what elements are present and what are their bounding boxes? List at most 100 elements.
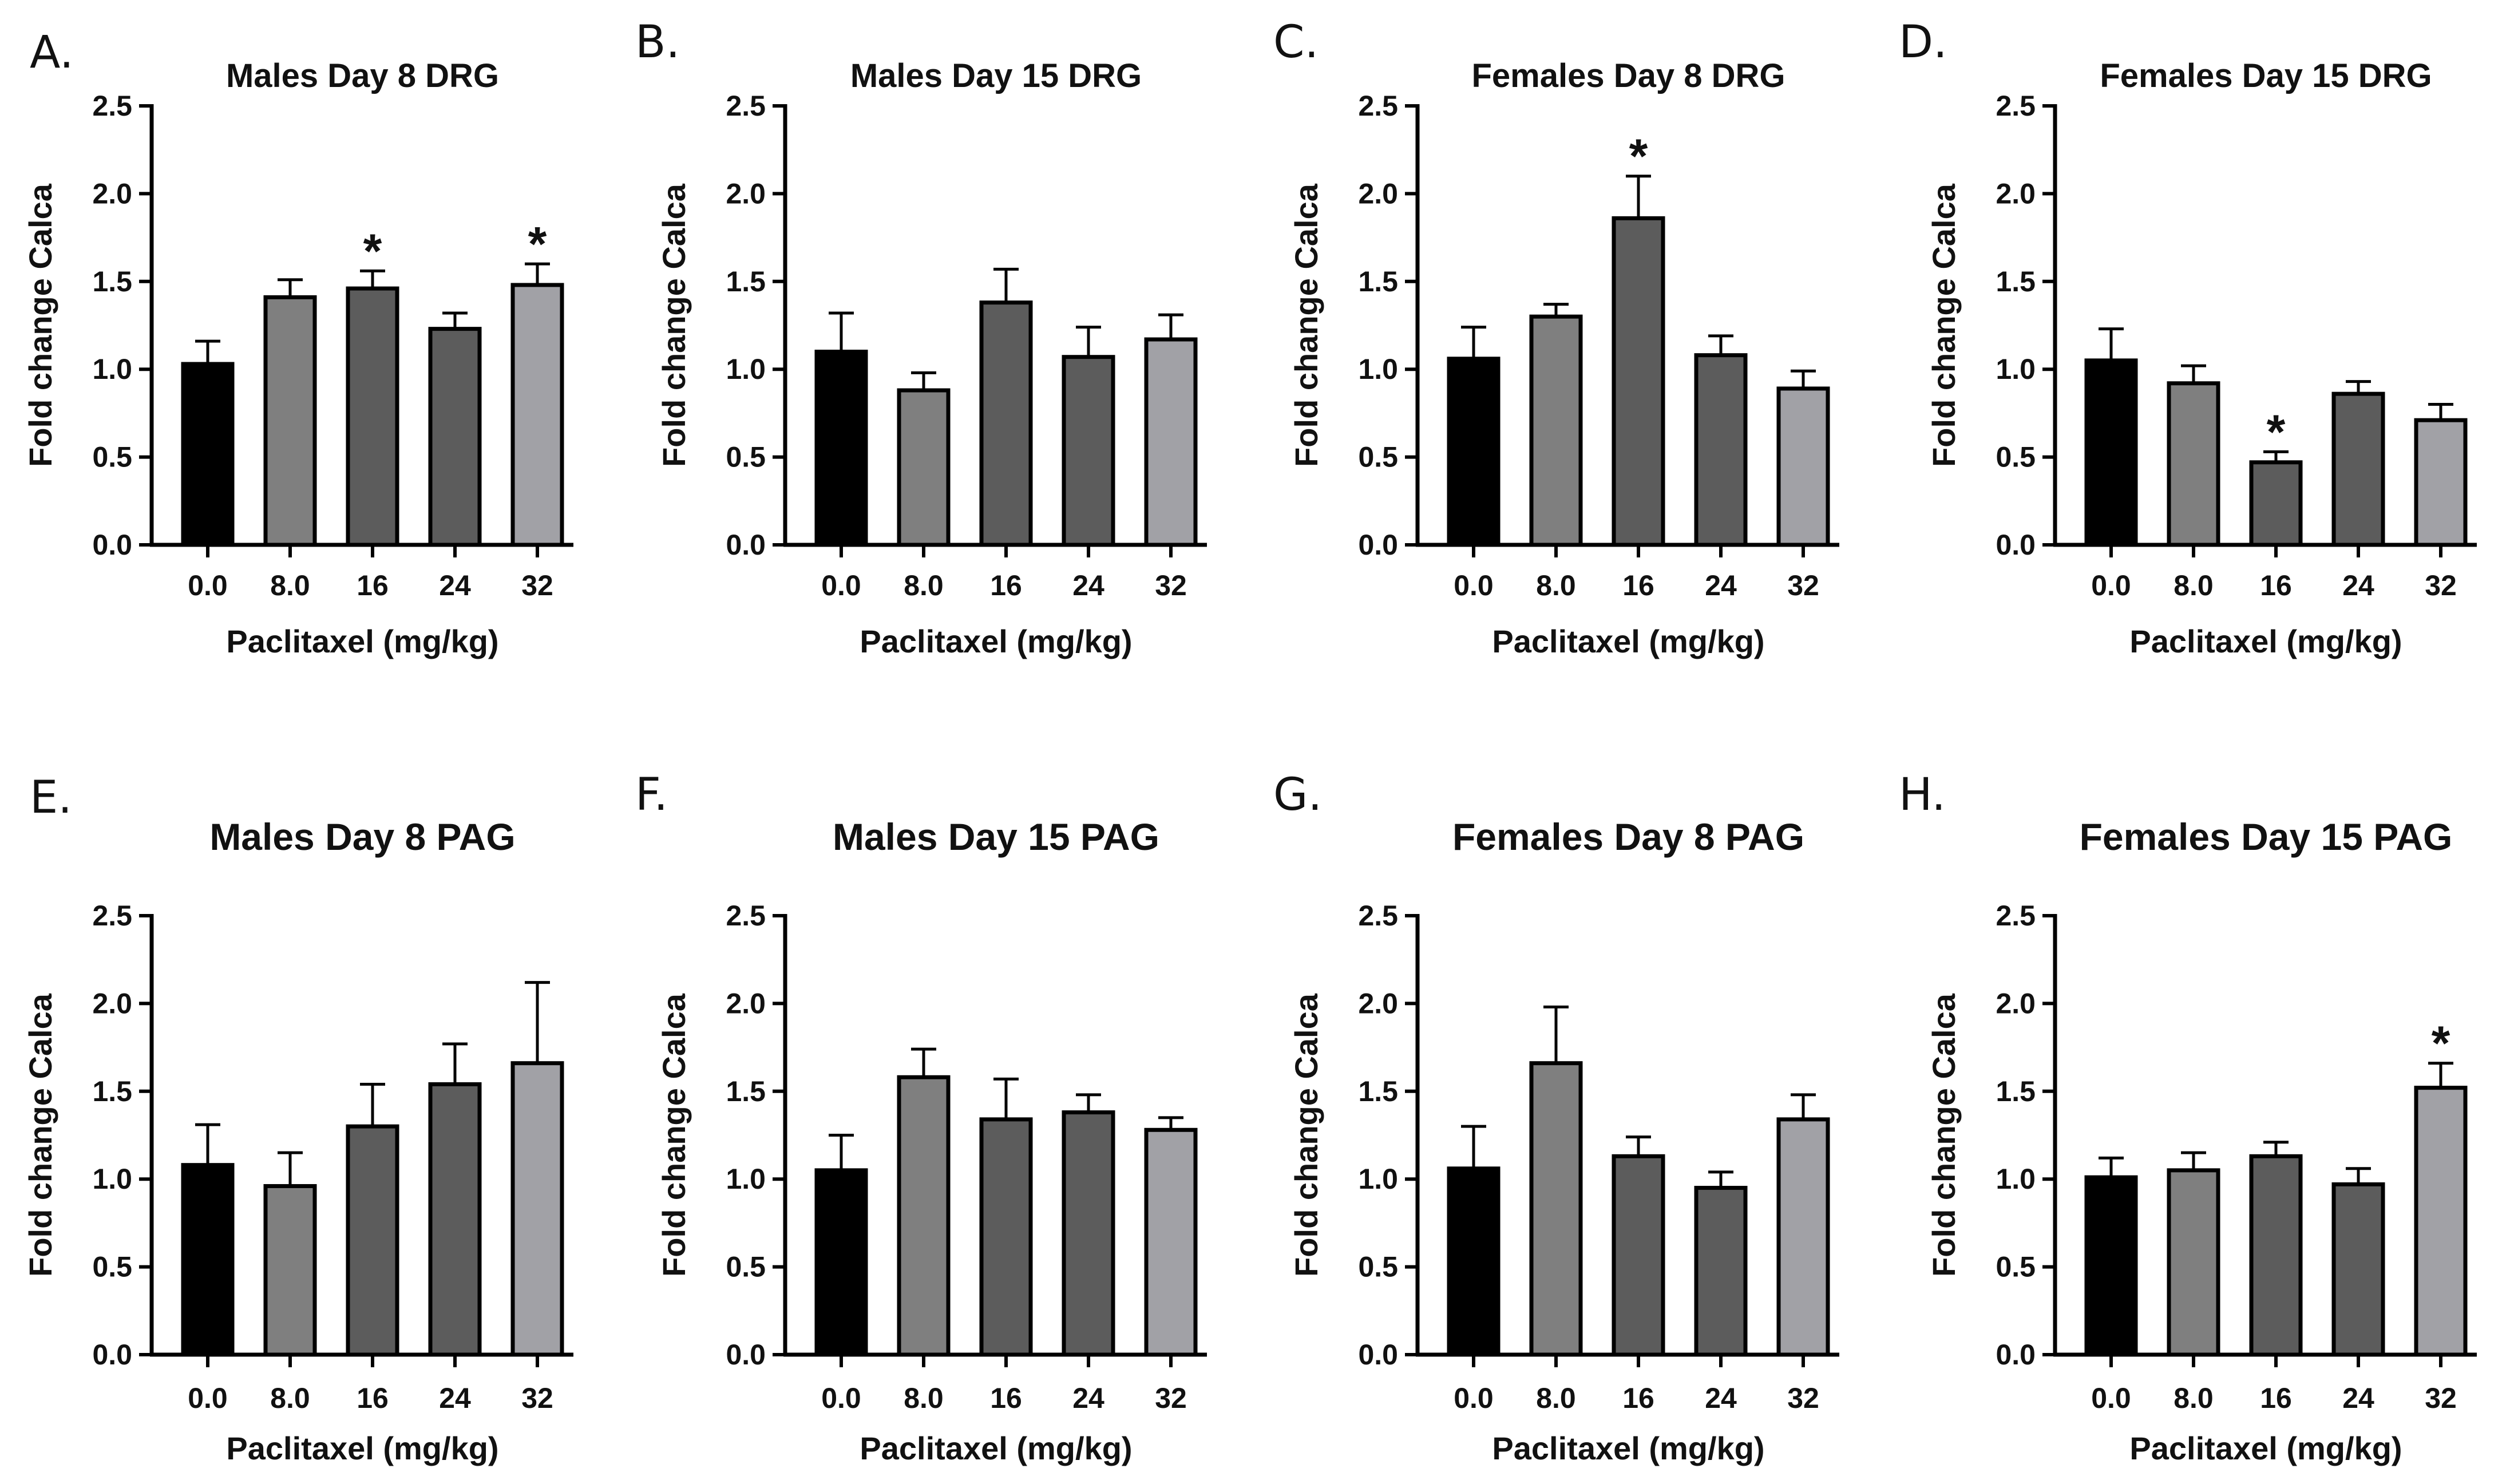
chart-panel-7: G. Females Day 8 PAG 0.0 0.5 1.0 1.5 2.0 2.5 Fol… — [1273, 769, 1839, 1466]
panel-letter: A. — [30, 27, 74, 78]
bar — [428, 1082, 482, 1357]
y-tick-label: 2.5 — [1996, 900, 2036, 932]
x-axis-label: Paclitaxel (mg/kg) — [1492, 623, 1764, 659]
significance-marker: * — [2267, 405, 2286, 458]
y-tick-label: 1.5 — [92, 1075, 132, 1107]
x-tick-label: 16 — [1622, 569, 1654, 601]
panel-letter: G. — [1273, 769, 1322, 821]
bar — [346, 1124, 399, 1357]
y-axis-label: Fold change Calca — [1288, 183, 1324, 467]
y-tick-label: 2.0 — [1996, 177, 2036, 209]
bar — [510, 1061, 564, 1357]
chart-panel-8: H. Females Day 15 PAG 0.0 0.5 1.0 1.5 2.0 2.5 Fo… — [1899, 769, 2477, 1466]
x-tick-label: 32 — [1155, 1382, 1187, 1414]
x-tick-label: 0.0 — [188, 569, 228, 601]
chart-title: Females Day 15 DRG — [2100, 57, 2432, 94]
x-axis-label: Paclitaxel (mg/kg) — [226, 1430, 498, 1466]
x-tick-label: 8.0 — [270, 1382, 310, 1414]
y-tick-label: 0.0 — [1996, 1339, 2036, 1371]
bar — [2167, 1168, 2220, 1357]
bar — [510, 283, 564, 547]
x-tick-label: 24 — [1072, 1382, 1104, 1414]
bar — [2249, 460, 2303, 547]
significance-marker: * — [1629, 129, 1648, 183]
y-tick-label: 0.5 — [1358, 441, 1398, 473]
significance-marker: * — [2432, 1016, 2450, 1070]
y-tick-label: 0.5 — [92, 1251, 132, 1283]
y-tick-label: 1.0 — [1358, 353, 1398, 385]
y-tick-label: 1.0 — [726, 353, 766, 385]
bar — [181, 362, 235, 547]
x-tick-label: 32 — [2425, 569, 2457, 601]
x-tick-label: 24 — [2342, 1382, 2374, 1414]
chart-title: Males Day 8 DRG — [226, 57, 499, 94]
y-tick-label: 1.5 — [1996, 266, 2036, 298]
y-tick-label: 2.5 — [726, 90, 766, 122]
y-tick-label: 2.5 — [92, 900, 132, 932]
bar — [2414, 1086, 2468, 1357]
y-tick-label: 2.5 — [726, 900, 766, 932]
x-tick-label: 32 — [1787, 1382, 1819, 1414]
x-tick-label: 32 — [2425, 1382, 2457, 1414]
chart-title: Females Day 8 DRG — [1471, 57, 1785, 94]
chart-title: Males Day 15 PAG — [833, 816, 1159, 858]
bar — [263, 1184, 317, 1357]
y-tick-label: 2.0 — [726, 177, 766, 209]
bar — [814, 1168, 868, 1357]
x-tick-label: 32 — [521, 569, 553, 601]
y-tick-label: 1.5 — [92, 266, 132, 298]
y-tick-label: 1.0 — [92, 353, 132, 385]
y-tick-label: 2.0 — [726, 987, 766, 1019]
x-tick-label: 0.0 — [2091, 1382, 2131, 1414]
bar — [1144, 1127, 1198, 1357]
y-tick-label: 0.0 — [726, 529, 766, 561]
bar — [979, 300, 1033, 547]
x-axis-label: Paclitaxel (mg/kg) — [860, 623, 1132, 659]
x-tick-label: 0.0 — [821, 1382, 861, 1414]
y-tick-label: 2.0 — [1358, 987, 1398, 1019]
x-tick-label: 8.0 — [1536, 569, 1576, 601]
panel-letter: E. — [30, 772, 72, 824]
x-tick-label: 16 — [990, 569, 1022, 601]
bar — [1062, 355, 1115, 547]
y-tick-label: 0.5 — [726, 441, 766, 473]
y-tick-label: 1.5 — [726, 1075, 766, 1107]
chart-panel-6: F. Males Day 15 PAG 0.0 0.5 1.0 1.5 2.0 2.5 Fold… — [635, 769, 1207, 1466]
y-tick-label: 2.0 — [1358, 177, 1398, 209]
y-tick-label: 1.5 — [1358, 1075, 1398, 1107]
chart-panel-1: A. Males Day 8 DRG 0.0 0.5 1.0 1.5 2.0 2.5 Fold … — [22, 27, 573, 659]
y-tick-label: 2.0 — [1996, 987, 2036, 1019]
y-tick-label: 1.0 — [92, 1163, 132, 1195]
y-tick-label: 1.5 — [1358, 266, 1398, 298]
y-tick-label: 0.5 — [92, 441, 132, 473]
bar — [2167, 381, 2220, 547]
bar — [1529, 314, 1583, 547]
y-tick-label: 2.0 — [92, 987, 132, 1019]
bar — [1694, 353, 1748, 547]
y-axis-label: Fold change Calca — [656, 993, 692, 1277]
bar — [897, 1075, 951, 1357]
bar — [263, 295, 317, 547]
bar — [181, 1163, 235, 1357]
significance-marker: * — [528, 217, 547, 271]
x-tick-label: 8.0 — [1536, 1382, 1576, 1414]
y-tick-label: 0.5 — [726, 1251, 766, 1283]
y-tick-label: 1.0 — [726, 1163, 766, 1195]
bar — [428, 327, 482, 547]
x-tick-label: 0.0 — [1454, 569, 1494, 601]
x-axis-label: Paclitaxel (mg/kg) — [1492, 1430, 1764, 1466]
bar — [2331, 391, 2385, 547]
bar — [346, 286, 399, 547]
chart-panel-4: D. Females Day 15 DRG 0.0 0.5 1.0 1.5 2.0 2.5 Fo… — [1899, 17, 2477, 659]
y-tick-label: 0.0 — [1358, 529, 1398, 561]
panel-letter: H. — [1899, 769, 1946, 821]
chart-title: Males Day 8 PAG — [209, 816, 515, 858]
chart-panel-2: B. Males Day 15 DRG 0.0 0.5 1.0 1.5 2.0 2.5 Fold… — [635, 17, 1207, 659]
y-axis-label: Fold change Calca — [1926, 183, 1962, 467]
bar — [1529, 1061, 1583, 1357]
x-tick-label: 24 — [439, 569, 471, 601]
y-axis-label: Fold change Calca — [1926, 993, 1962, 1277]
x-tick-label: 16 — [1622, 1382, 1654, 1414]
y-axis-label: Fold change Calca — [22, 183, 58, 467]
x-tick-label: 0.0 — [2091, 569, 2131, 601]
